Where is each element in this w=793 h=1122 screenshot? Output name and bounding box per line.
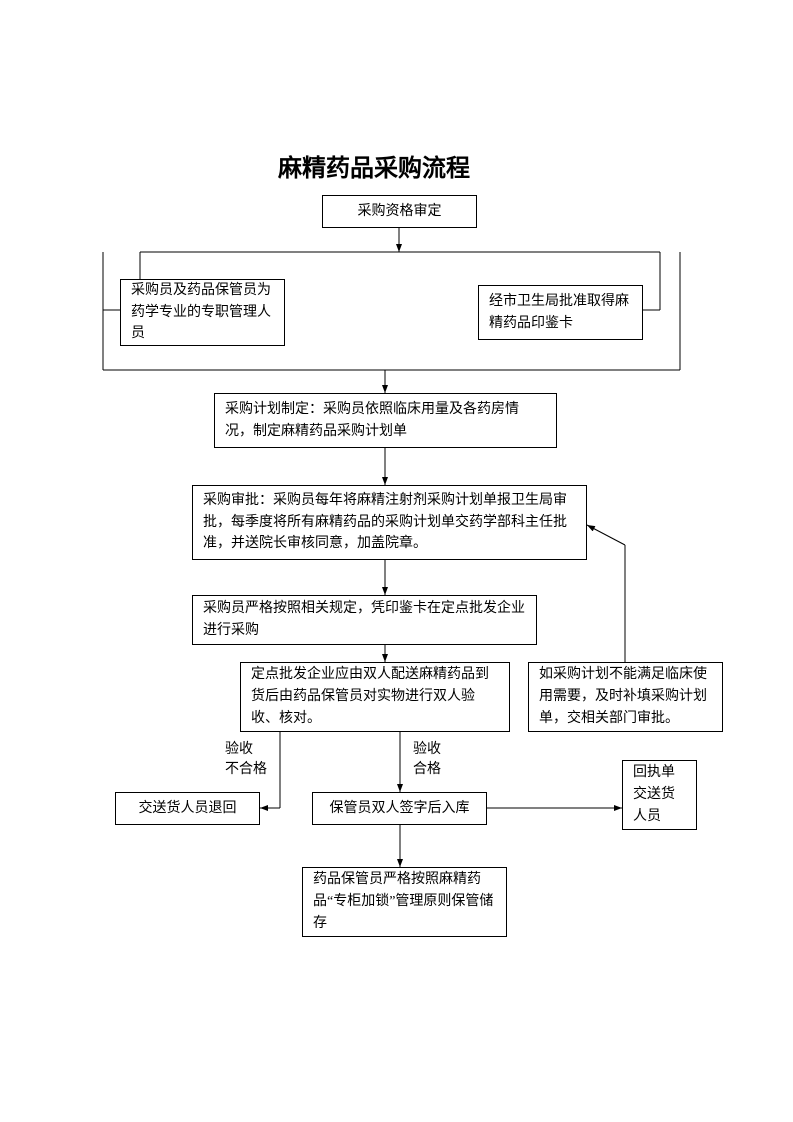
page-title: 麻精药品采购流程 [278,148,470,183]
node-text: 定点批发企业应由双人配送麻精药品到货后由药品保管员对实物进行双人验收、核对。 [251,664,499,729]
node-n2a: 采购员及药品保管员为药学专业的专职管理人员 [120,279,285,346]
node-text: 保管员双人签字后入库 [330,798,470,820]
diagram-canvas: 麻精药品采购流程 采购资格审定采购员及药品保管员为药学专业的专职管理人员 经市卫生… [0,0,793,1122]
node-text: 采购资格审定 [358,201,442,223]
node-text: 采购审批：采购员每年将麻精注射剂采购计划单报卫生局审批，每季度将所有麻精药品的采… [203,490,576,555]
node-n4: 采购审批：采购员每年将麻精注射剂采购计划单报卫生局审批，每季度将所有麻精药品的采… [192,485,587,560]
node-n7a: 交送货人员退回 [115,792,260,825]
node-n3: 采购计划制定：采购员依照临床用量及各药房情况，制定麻精药品采购计划单 [214,393,557,448]
label-l1: 验收 不合格 [225,740,267,779]
node-n6: 定点批发企业应由双人配送麻精药品到货后由药品保管员对实物进行双人验收、核对。 [240,662,510,732]
node-text: 采购员及药品保管员为药学专业的专职管理人员 [131,280,274,345]
node-n7c: 回执单交送货人员 [622,760,697,830]
node-n8: 药品保管员严格按照麻精药品“专柜加锁”管理原则保管储存 [302,867,507,937]
node-n6b: 如采购计划不能满足临床使用需要，及时补填采购计划单，交相关部门审批。 [528,662,723,732]
node-text: 药品保管员严格按照麻精药品“专柜加锁”管理原则保管储存 [313,869,496,934]
label-l2: 验收 合格 [413,740,441,779]
node-text: 如采购计划不能满足临床使用需要，及时补填采购计划单，交相关部门审批。 [539,664,712,729]
node-text: 采购员严格按照相关规定，凭印鉴卡在定点批发企业进行采购 [203,598,526,641]
edge-19 [587,525,625,545]
node-n7b: 保管员双人签字后入库 [312,792,487,825]
node-text: 经市卫生局批准取得麻精药品印鉴卡 [489,291,632,334]
node-text: 交送货人员退回 [139,798,237,820]
node-n1: 采购资格审定 [322,195,477,228]
node-text: 回执单交送货人员 [633,762,686,827]
node-n5: 采购员严格按照相关规定，凭印鉴卡在定点批发企业进行采购 [192,595,537,645]
node-n2b: 经市卫生局批准取得麻精药品印鉴卡 [478,285,643,340]
node-text: 采购计划制定：采购员依照临床用量及各药房情况，制定麻精药品采购计划单 [225,399,546,442]
